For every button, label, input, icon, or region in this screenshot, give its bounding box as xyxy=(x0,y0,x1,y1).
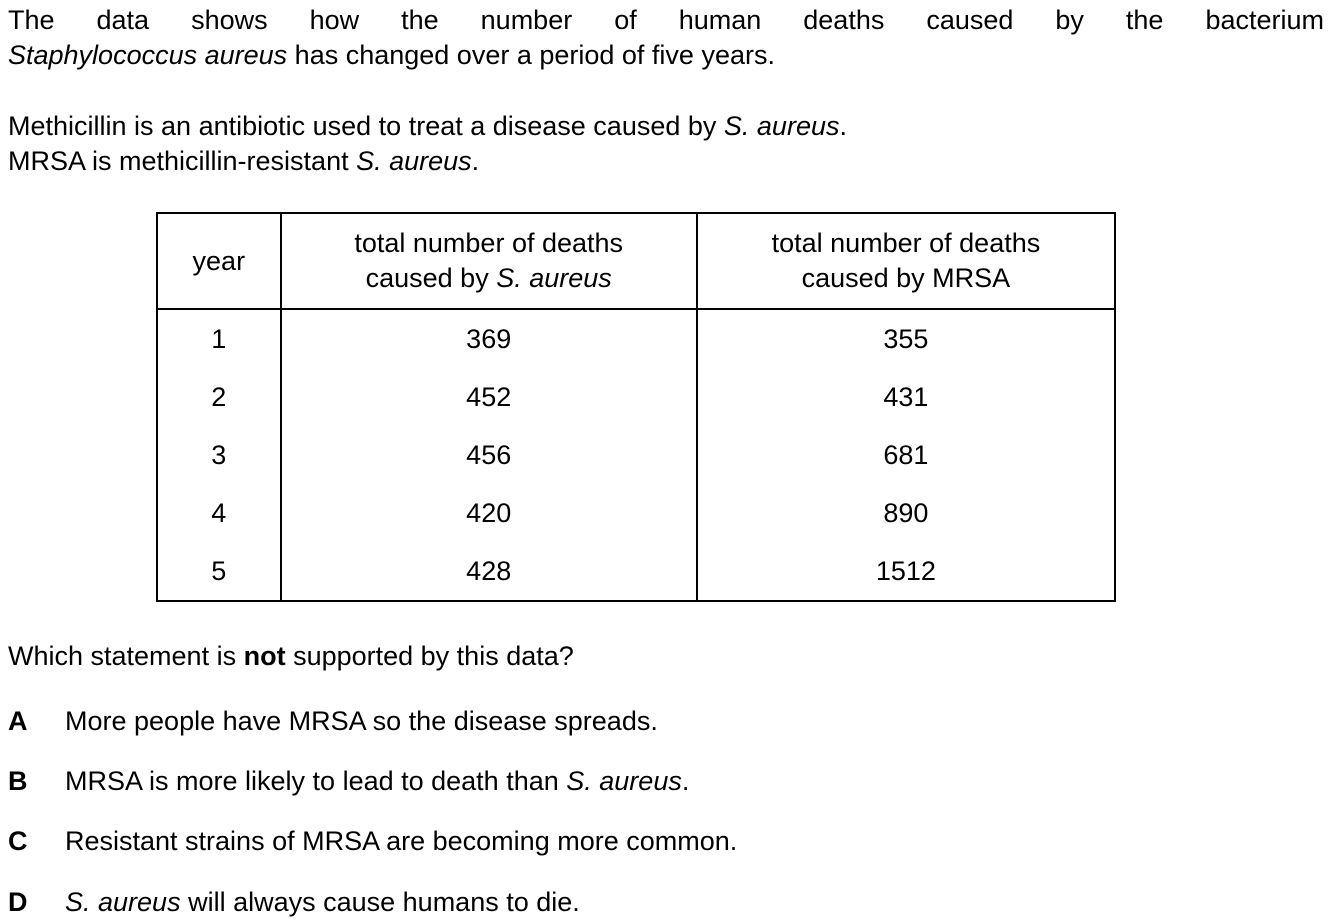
species-name: Staphylococcus aureus xyxy=(8,40,288,70)
cell-mrsa-deaths: 355 xyxy=(695,309,1117,368)
option-text: Resistant strains of MRSA are becoming m… xyxy=(65,826,738,856)
context-line-2-end: . xyxy=(471,146,480,176)
header-mrsa-line-1: total number of deaths xyxy=(771,228,1041,258)
table-row: 1 369 355 xyxy=(156,309,1117,368)
intro-line-1-text: The data shows how the number of human d… xyxy=(8,5,1324,35)
option-letter: B xyxy=(8,766,28,796)
option-letter: C xyxy=(8,826,28,856)
species-abbrev: S. aureus xyxy=(723,111,840,141)
intro-line-1: The data shows how the number of human d… xyxy=(8,3,1324,38)
cell-sa-deaths: 456 xyxy=(279,426,698,484)
cell-year: 4 xyxy=(156,484,282,542)
cell-mrsa-deaths: 681 xyxy=(695,426,1117,484)
cell-year: 5 xyxy=(156,542,282,602)
intro-line-2: Staphylococcus aureus has changed over a… xyxy=(8,38,1324,73)
cell-mrsa-deaths: 431 xyxy=(695,368,1117,426)
context-line-2-text: MRSA is methicillin-resistant xyxy=(8,146,357,176)
cell-mrsa-deaths: 890 xyxy=(695,484,1117,542)
context-line-2: MRSA is methicillin-resistant S. aureus. xyxy=(8,144,1324,179)
option-italic: S. aureus xyxy=(65,887,181,917)
cell-year: 2 xyxy=(156,368,282,426)
deaths-table: year total number of deaths caused by S.… xyxy=(156,212,1117,602)
cell-sa-deaths: 428 xyxy=(279,542,698,602)
option-text-end: . xyxy=(681,766,690,796)
table-row: 5 428 1512 xyxy=(156,542,1117,602)
option-a[interactable]: A More people have MRSA so the disease sp… xyxy=(8,704,658,739)
option-c[interactable]: C Resistant strains of MRSA are becoming … xyxy=(8,824,737,859)
option-text-end: will always cause humans to die. xyxy=(180,887,580,917)
header-sa-species: S. aureus xyxy=(496,263,612,293)
cell-sa-deaths: 420 xyxy=(279,484,698,542)
context-line-1-end: . xyxy=(839,111,847,141)
option-text: MRSA is more likely to lead to death tha… xyxy=(65,766,567,796)
intro-line-2-text: has changed over a period of five years. xyxy=(287,40,775,70)
header-mrsa-deaths: total number of deaths caused by MRSA xyxy=(695,212,1117,310)
context-line-1: Methicillin is an antibiotic used to tre… xyxy=(8,109,1324,144)
option-letter: A xyxy=(8,706,28,736)
header-sa-deaths: total number of deaths caused by S. aure… xyxy=(279,212,698,310)
table-header-row: year total number of deaths caused by S.… xyxy=(156,212,1117,310)
table-row: 3 456 681 xyxy=(156,426,1117,484)
table-row: 2 452 431 xyxy=(156,368,1117,426)
question-prefix: Which statement is xyxy=(8,641,244,671)
cell-year: 1 xyxy=(156,309,282,368)
header-sa-line-2: caused by xyxy=(365,263,497,293)
header-year-label: year xyxy=(192,245,246,276)
header-year: year xyxy=(156,212,282,310)
option-letter: D xyxy=(8,887,28,917)
cell-year: 3 xyxy=(156,426,282,484)
option-d[interactable]: D S. aureus will always cause humans to d… xyxy=(8,885,580,920)
question-emphasis: not xyxy=(243,641,286,671)
question-prompt: Which statement is not supported by this… xyxy=(8,639,1324,674)
species-abbrev: S. aureus xyxy=(356,146,472,176)
cell-sa-deaths: 452 xyxy=(279,368,698,426)
cell-mrsa-deaths: 1512 xyxy=(695,542,1117,602)
table-row: 4 420 890 xyxy=(156,484,1117,542)
cell-sa-deaths: 369 xyxy=(279,309,698,368)
option-b[interactable]: B MRSA is more likely to lead to death th… xyxy=(8,764,689,799)
header-sa-line-1: total number of deaths xyxy=(354,228,624,258)
option-italic: S. aureus xyxy=(566,766,682,796)
question-suffix: supported by this data? xyxy=(285,641,574,671)
context-line-1-text: Methicillin is an antibiotic used to tre… xyxy=(8,111,724,141)
header-mrsa-line-2: caused by MRSA xyxy=(801,263,1011,293)
option-text: More people have MRSA so the disease spr… xyxy=(65,706,658,736)
